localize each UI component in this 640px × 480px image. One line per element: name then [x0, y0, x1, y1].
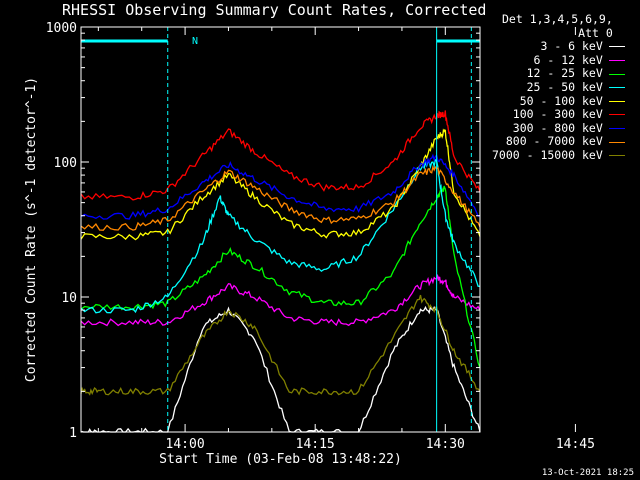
legend-item-2: 12 - 25 keV	[492, 67, 625, 81]
legend-header-attenuator: Att 0	[578, 25, 613, 40]
legend-item-8: 7000 - 15000 keV	[492, 147, 625, 163]
x-tick-label-2: 14:30	[426, 437, 465, 452]
x-axis-label: Start Time (03-Feb-08 13:48:22)	[159, 452, 402, 467]
flag-n-label: N	[192, 36, 198, 47]
legend-item-7: 800 - 7000 keV	[492, 135, 625, 149]
legend-item-6: 300 - 800 keV	[492, 120, 625, 136]
footer-timestamp: 13-Oct-2021 18:25	[541, 468, 634, 478]
y-tick-label-1: 10	[61, 291, 77, 306]
chart-title: RHESSI Observing Summary Count Rates, Co…	[62, 1, 487, 19]
series-line-4	[80, 128, 481, 241]
plot-frame	[80, 26, 481, 433]
legend: Det 1,3,4,5,6,9, Att 0 3 - 6 keV 6 - 12 k…	[492, 12, 625, 163]
legend-item-0: 3 - 6 keV	[492, 40, 625, 54]
legend-swatch-7	[608, 141, 625, 143]
series-line-1	[80, 274, 481, 327]
legend-label-7: 800 - 7000 keV	[505, 134, 603, 149]
y-axis-label: Corrected Count Rate (s^-1 detector^-1)	[24, 77, 39, 382]
series-line-2	[80, 185, 481, 368]
legend-swatch-0	[608, 46, 625, 48]
series-line-7	[80, 165, 481, 231]
legend-label-1: 6 - 12 keV	[533, 52, 603, 67]
y-tick-label-2: 100	[54, 156, 77, 171]
series-line-0	[80, 305, 481, 433]
x-tick-label-0: 14:00	[166, 437, 205, 452]
legend-swatch-6	[608, 128, 625, 130]
legend-swatch-3	[608, 87, 625, 89]
legend-label-5: 100 - 300 keV	[512, 107, 603, 122]
legend-item-3: 25 - 50 keV	[492, 79, 625, 95]
y-tick-label-0: 1	[69, 426, 77, 441]
legend-label-6: 300 - 800 keV	[512, 120, 603, 135]
legend-label-8: 7000 - 15000 keV	[492, 147, 603, 162]
legend-item-1: 6 - 12 keV	[492, 52, 625, 68]
legend-label-0: 3 - 6 keV	[540, 39, 603, 54]
legend-item-5: 100 - 300 keV	[492, 108, 625, 122]
x-tick-label-1: 14:15	[296, 437, 335, 452]
legend-label-2: 12 - 25 keV	[526, 66, 603, 81]
legend-swatch-5	[608, 114, 625, 116]
series-line-8	[80, 294, 481, 396]
series-line-3	[80, 158, 481, 314]
legend-swatch-8	[608, 155, 625, 157]
legend-swatch-1	[608, 60, 625, 62]
series-line-6	[80, 153, 481, 220]
x-tick-label-3: 14:45	[556, 437, 595, 452]
legend-label-4: 50 - 100 keV	[519, 93, 603, 108]
legend-item-4: 50 - 100 keV	[492, 93, 625, 109]
legend-header-detectors: Det 1,3,4,5,6,9,	[502, 12, 613, 26]
legend-label-3: 25 - 50 keV	[526, 79, 603, 94]
legend-swatch-4	[608, 100, 625, 102]
y-tick-label-3: 1000	[46, 21, 77, 36]
series-line-5	[80, 110, 481, 201]
legend-swatch-2	[608, 73, 625, 75]
